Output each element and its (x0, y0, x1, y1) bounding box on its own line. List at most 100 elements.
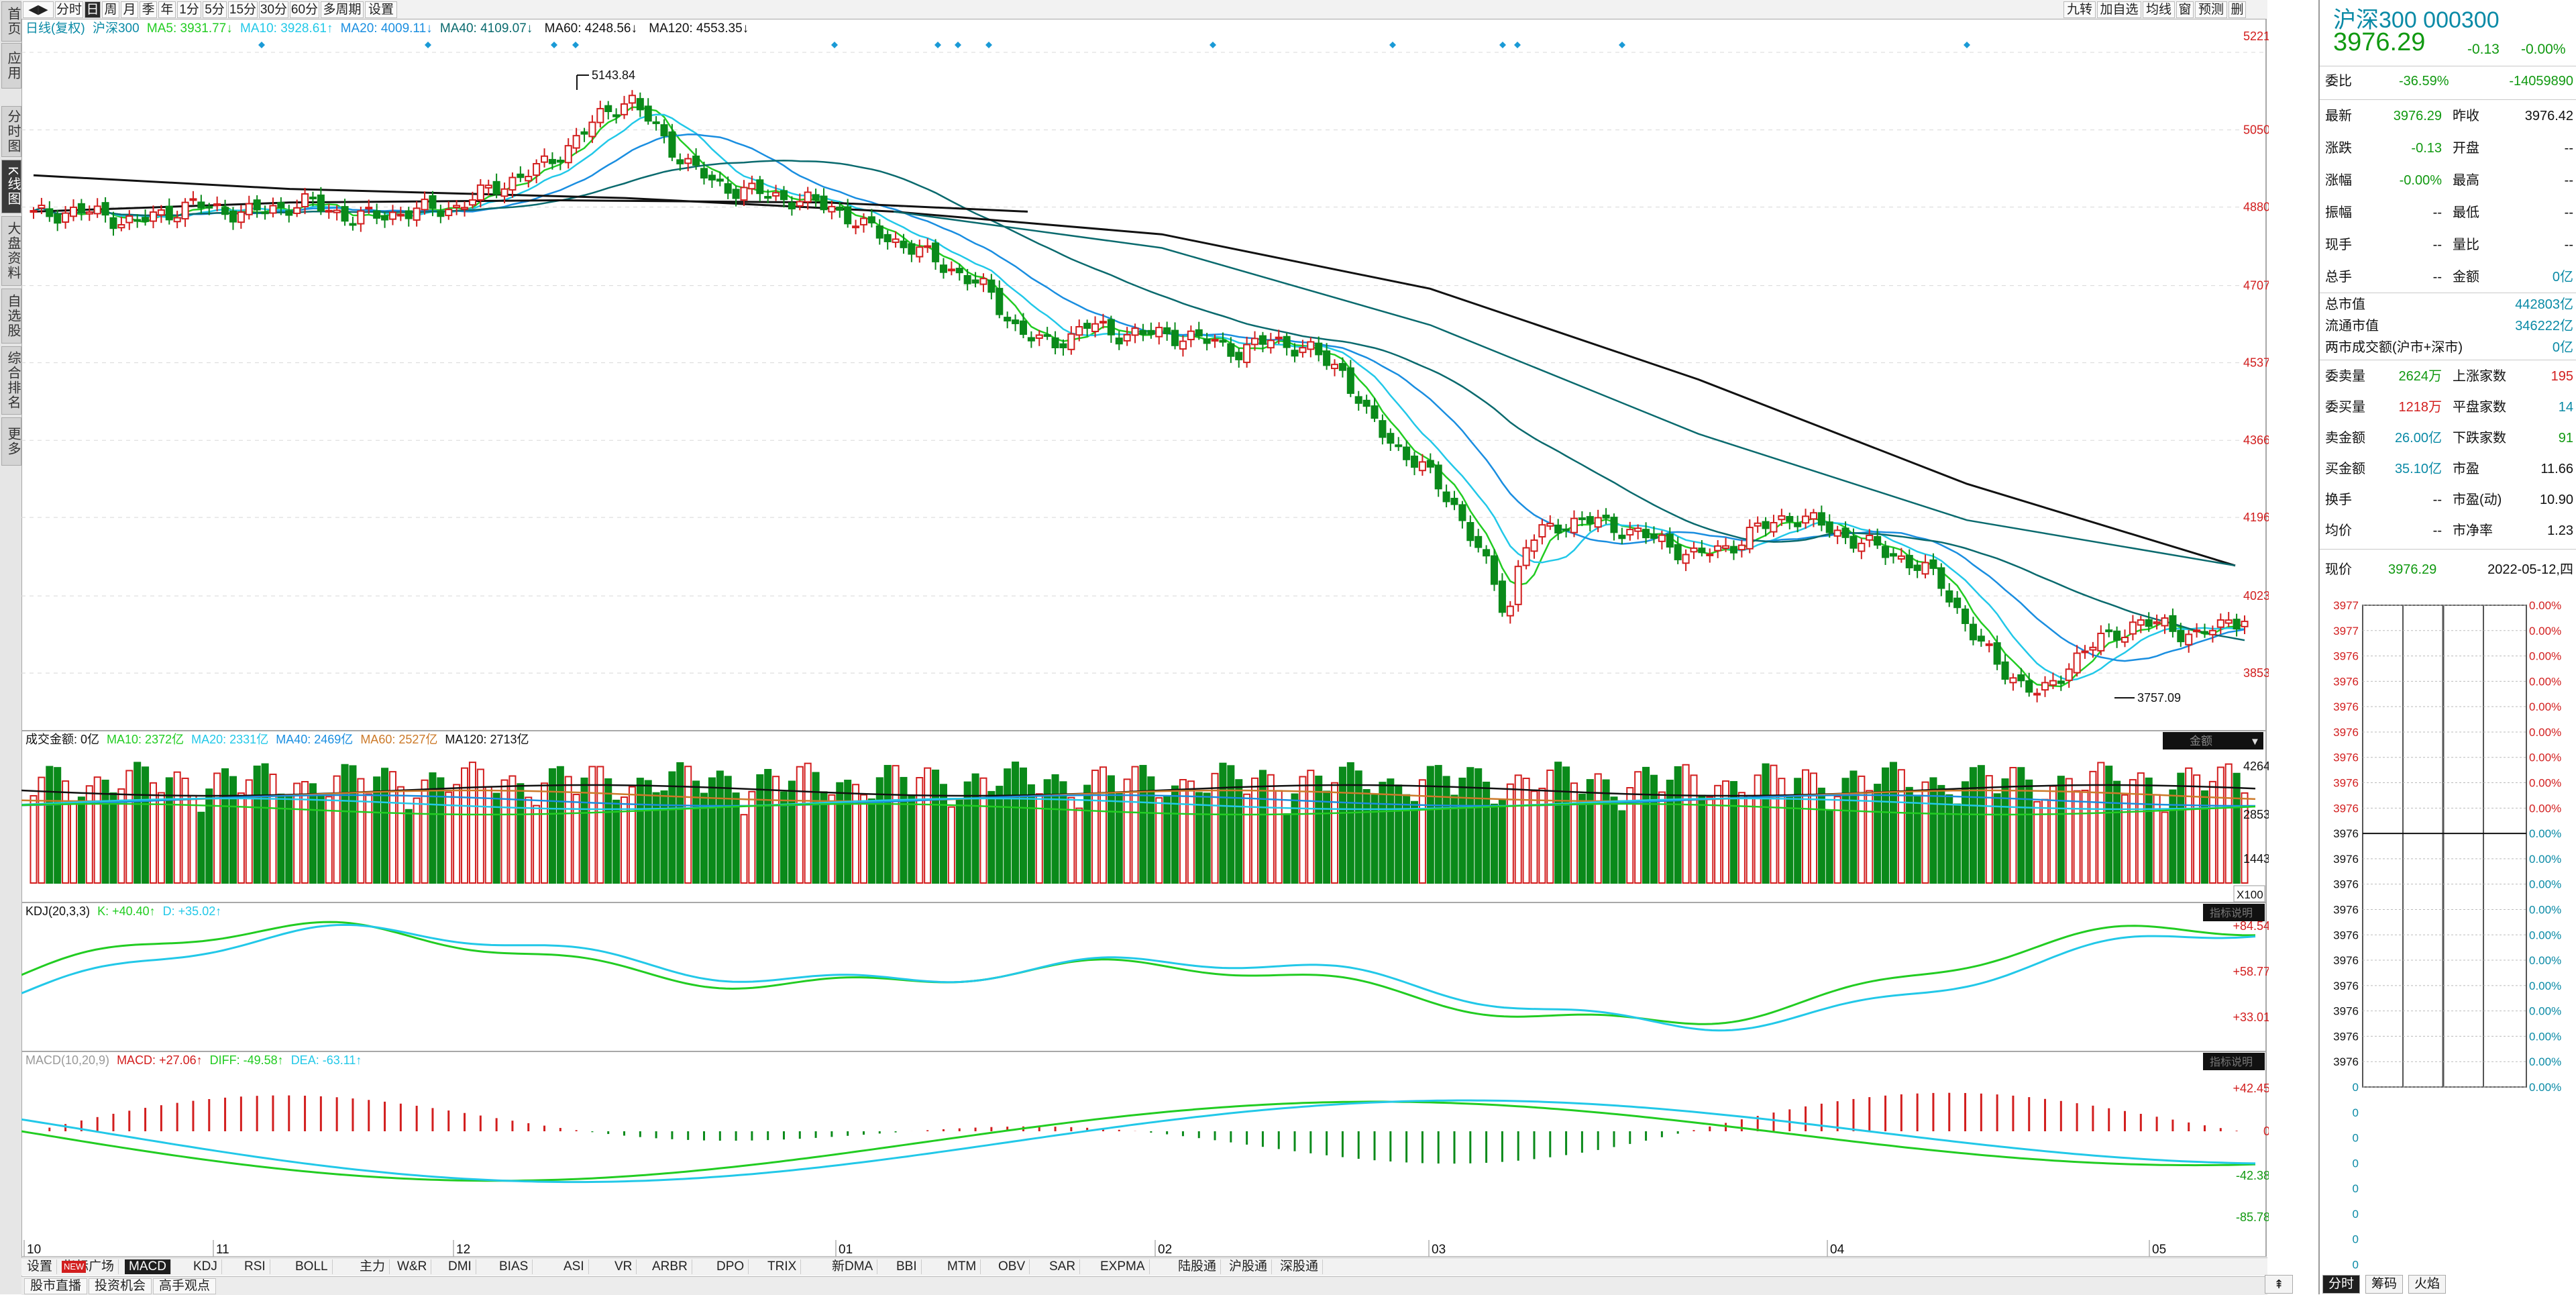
indicator-tab-4[interactable]: RSI (240, 1259, 270, 1274)
candle (173, 217, 181, 223)
toolbar-right-button-1[interactable]: 加自选 (2097, 1, 2141, 18)
sidebar-item-timeshare[interactable]: 分时图 (1, 106, 21, 157)
toolbar-right-button-0[interactable]: 九转 (2063, 1, 2096, 18)
sidebar-item-watchlist[interactable]: 自选股 (1, 289, 21, 344)
indicator-tab-5[interactable]: BOLL (291, 1259, 333, 1274)
opportunity-button[interactable]: 投资机会 (89, 1278, 152, 1294)
period-2[interactable]: 周 (102, 1, 119, 18)
candle (1706, 553, 1714, 556)
period-6[interactable]: 1分 (177, 1, 201, 18)
dropdown-icon[interactable]: ▼ (2250, 736, 2260, 747)
period-11[interactable]: 多周期 (321, 1, 364, 18)
indicator-tab-12[interactable]: ARBR (648, 1259, 692, 1274)
volume-bar (309, 783, 317, 884)
experts-button[interactable]: 高手观点 (153, 1278, 217, 1294)
volume-bar (668, 771, 676, 884)
indicator-tab-7[interactable]: W&R (393, 1259, 432, 1274)
period-4[interactable]: 季 (140, 1, 157, 18)
volume-bar (1778, 778, 1786, 884)
candle (852, 225, 860, 229)
tab-flame[interactable]: 火焰 (2408, 1275, 2447, 1294)
indicator-tab-3[interactable]: KDJ (189, 1259, 222, 1274)
indicator-tab-6[interactable]: 主力 (356, 1259, 390, 1274)
indicator-tab-10[interactable]: ASI (559, 1259, 589, 1274)
period-0[interactable]: 分时 (55, 1, 83, 18)
candle (1091, 323, 1099, 333)
volume-bar (780, 791, 788, 884)
kline-chart[interactable]: 日线(复权) 沪深300 MA5: 3931.77↓ MA10: 3928.61… (21, 19, 2269, 1257)
sidebar-item-kline[interactable]: K线图 (1, 160, 21, 213)
volume-bar (1634, 771, 1642, 884)
candle (437, 210, 445, 217)
candle (1483, 549, 1491, 557)
macd-legend: MACD(10,20,9) MACD: +27.06↑ DIFF: -49.58… (25, 1053, 362, 1067)
sidebar-item-market-info[interactable]: 大盘资料 (1, 216, 21, 286)
period-10[interactable]: 60分 (290, 1, 319, 18)
tab-chips[interactable]: 筹码 (2365, 1275, 2404, 1294)
toolbar-right-button-5[interactable]: 删 (2229, 1, 2246, 18)
volume-bar (325, 796, 333, 884)
sidebar-item-ranking[interactable]: 综合排名 (1, 346, 21, 415)
main-legend: 日线(复权) 沪深300 MA5: 3931.77↓ MA10: 3928.61… (25, 21, 749, 36)
period-3[interactable]: 月 (121, 1, 138, 18)
stat-label: 上涨家数 (2453, 369, 2506, 384)
volume-bar (1538, 787, 1546, 884)
volume-bar (1442, 776, 1450, 884)
candle (525, 176, 533, 182)
live-button[interactable]: 股市直播 (24, 1278, 88, 1294)
volume-ma40: MA40: 2469亿 (276, 733, 353, 746)
indicator-tab-9[interactable]: BIAS (495, 1259, 533, 1274)
period-1[interactable]: 日 (85, 1, 101, 18)
indicator-tab-21[interactable]: 陆股通 (1174, 1259, 1222, 1274)
candle (309, 197, 317, 200)
indicator-tab-15[interactable]: 新DMA (828, 1259, 878, 1274)
indicator-tab-8[interactable]: DMI (444, 1259, 476, 1274)
toolbar-right-button-4[interactable]: 预测 (2195, 1, 2227, 18)
period-7[interactable]: 5分 (203, 1, 227, 18)
mini-timeshare-chart[interactable]: 3977 0.00% 3977 0.00% 3976 0.00% 3976 0.00% 3976… (2320, 590, 2576, 1271)
quote-change: -0.13 (2467, 42, 2500, 57)
volume-bar (1418, 779, 1426, 884)
period-8[interactable]: 15分 (228, 1, 258, 18)
volume-bar (1706, 796, 1714, 884)
period-5[interactable]: 年 (158, 1, 176, 18)
candle (1882, 546, 1890, 558)
sidebar-item-home[interactable]: 首页 (1, 1, 21, 42)
indicator-tab-16[interactable]: BBI (892, 1259, 922, 1274)
indicator-tab-22[interactable]: 沪股通 (1225, 1259, 1273, 1274)
indicator-tab-17[interactable]: MTM (943, 1259, 981, 1274)
candle (1299, 347, 1307, 354)
candle (1219, 340, 1227, 343)
indicator-tab-0[interactable]: 设置 (23, 1259, 58, 1274)
indicator-tab-19[interactable]: SAR (1045, 1259, 1081, 1274)
candle (1498, 580, 1506, 613)
nav-arrows-icon[interactable]: ◀▶ (23, 1, 54, 18)
sidebar-item-more[interactable]: 更多 (1, 417, 21, 466)
candle (2041, 682, 2049, 691)
toolbar-right-button-3[interactable]: 窗 (2176, 1, 2194, 18)
candle (612, 114, 621, 117)
indicator-tab-18[interactable]: OBV (994, 1259, 1030, 1274)
tab-timeshare[interactable]: 分时 (2322, 1275, 2361, 1294)
indicator-tab-11[interactable]: VR (610, 1259, 637, 1274)
toolbar-right-button-2[interactable]: 均线 (2143, 1, 2175, 18)
volume-bar (429, 772, 437, 884)
period-9[interactable]: 30分 (259, 1, 288, 18)
indicator-tab-14[interactable]: TRIX (763, 1259, 802, 1274)
candle (1474, 535, 1483, 548)
indicator-tab-13[interactable]: DPO (712, 1259, 749, 1274)
volume-badge[interactable] (2163, 732, 2263, 749)
candle (1243, 344, 1251, 364)
period-12[interactable]: 设置 (365, 1, 397, 18)
macd-help-badge[interactable] (2203, 1053, 2265, 1070)
kdj-help-badge[interactable] (2203, 904, 2265, 921)
sidebar-item-apps[interactable]: 应用 (1, 43, 21, 89)
indicator-tab-20[interactable]: EXPMA (1096, 1259, 1150, 1274)
date-tick: 03 (1432, 1243, 1446, 1257)
indicator-tab-23[interactable]: 深股通 (1276, 1259, 1324, 1274)
collapse-up-icon[interactable]: ⇞ (2265, 1275, 2293, 1294)
volume-bar (1937, 784, 1945, 884)
volume-bar (508, 775, 517, 884)
indicator-tab-2[interactable]: MACD (125, 1259, 171, 1274)
volume-bar (2233, 772, 2241, 884)
